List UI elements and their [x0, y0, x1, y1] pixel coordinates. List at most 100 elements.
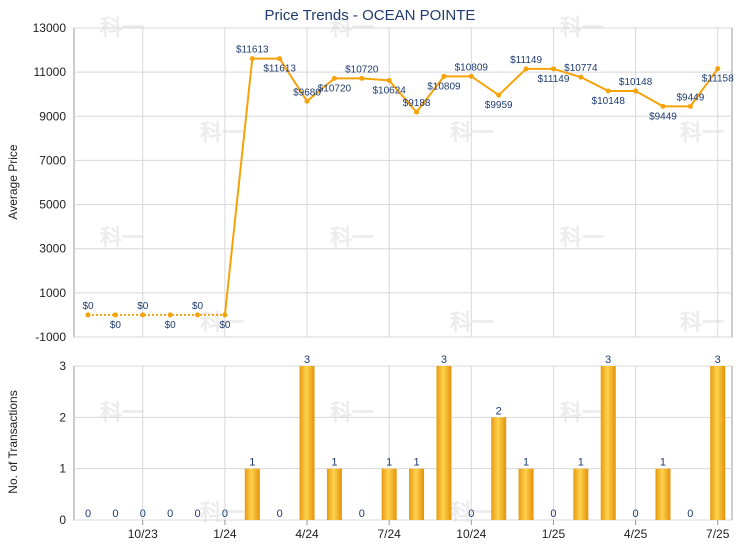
price-point [578, 74, 584, 80]
transaction-bar-label: 0 [687, 508, 693, 520]
watermark-text: 科一 [330, 226, 374, 251]
watermark-text: 科一 [680, 121, 724, 146]
price-data-label: $10720 [318, 83, 352, 94]
price-y-tick-label: 1000 [39, 286, 66, 300]
transaction-bar-label: 1 [660, 457, 666, 469]
transaction-bar [299, 366, 315, 520]
watermark-text: 科一 [560, 401, 604, 426]
price-point [112, 312, 118, 318]
transaction-bar-label: 0 [468, 508, 474, 520]
transactions-plot-frame [73, 365, 733, 521]
transaction-bar-label: 0 [359, 508, 365, 520]
price-data-label: $11149 [538, 74, 570, 85]
transaction-bar-label: 1 [331, 457, 337, 469]
price-data-label: $10809 [455, 62, 489, 73]
price-point [359, 75, 365, 81]
price-plot-frame [73, 27, 733, 338]
price-data-label: $0 [110, 320, 122, 331]
x-tick-label: 10/23 [128, 527, 158, 541]
transaction-bar [326, 468, 342, 520]
watermark-text: 科一 [560, 226, 604, 251]
watermark-text: 科一 [100, 226, 144, 251]
price-point [715, 66, 721, 72]
price-data-label: $11158 [702, 74, 734, 85]
price-data-label: $0 [219, 320, 231, 331]
watermark-text: 科一 [450, 501, 494, 526]
price-point [550, 66, 556, 72]
transaction-bar-label: 2 [496, 405, 502, 417]
price-data-label: $0 [165, 320, 177, 331]
price-y-tick-label: 9000 [39, 109, 66, 123]
price-data-label: $9449 [676, 92, 704, 103]
price-y-tick-label: -1000 [35, 330, 66, 344]
price-data-label: $11613 [263, 64, 296, 75]
transaction-bar [381, 468, 397, 520]
price-data-label: $9959 [485, 100, 513, 111]
price-point [140, 312, 146, 318]
y-axis-label-transactions: No. of Transactions [6, 390, 20, 493]
chart-title: Price Trends - OCEAN POINTE [265, 7, 476, 24]
x-tick-label: 4/24 [295, 527, 319, 541]
price-y-tick-label: 5000 [39, 198, 66, 212]
transaction-bar-label: 0 [85, 508, 91, 520]
price-y-tick-label: 7000 [39, 153, 66, 167]
price-data-label: $11613 [236, 45, 269, 56]
transaction-bar-label: 0 [222, 508, 228, 520]
price-data-label: $10148 [619, 77, 653, 88]
transaction-bar [409, 468, 425, 520]
price-point [277, 56, 283, 62]
x-tick-label: 7/24 [378, 527, 402, 541]
watermark-text: 科一 [200, 311, 244, 336]
transaction-bar-label: 0 [277, 508, 283, 520]
price-point [687, 103, 693, 109]
transactions-y-tick-label: 1 [59, 462, 66, 476]
price-data-label: $0 [192, 301, 204, 312]
transaction-bar-label: 1 [578, 457, 584, 469]
transaction-bar-label: 0 [633, 508, 639, 520]
price-point [441, 73, 447, 79]
transaction-bar-label: 0 [140, 508, 146, 520]
transaction-bar-label: 3 [304, 354, 310, 366]
transaction-bar [436, 366, 452, 520]
price-point [222, 312, 228, 318]
price-point [605, 88, 611, 94]
watermark-text: 科一 [450, 121, 494, 146]
transaction-bar [491, 417, 507, 520]
price-point [496, 92, 502, 98]
transaction-bar-label: 0 [194, 508, 200, 520]
transaction-bar [518, 468, 534, 520]
transaction-bar [600, 366, 616, 520]
price-data-label: $9449 [649, 111, 677, 122]
price-data-label: $9188 [403, 98, 431, 109]
x-tick-label: 7/25 [706, 527, 730, 541]
transaction-bar-label: 1 [386, 457, 392, 469]
transactions-y-tick-label: 2 [59, 410, 66, 424]
transaction-bar-label: 0 [550, 508, 556, 520]
transaction-bar [244, 468, 260, 520]
price-data-label: $0 [137, 301, 149, 312]
price-data-label: $10148 [592, 96, 626, 107]
watermark-text: 科一 [200, 501, 244, 526]
price-point [633, 88, 639, 94]
price-data-label: $10774 [564, 63, 598, 74]
watermark-text: 科一 [450, 311, 494, 336]
price-data-label: $11149 [510, 55, 542, 66]
transaction-bar-label: 0 [112, 508, 118, 520]
x-tick-label: 1/25 [542, 527, 566, 541]
transaction-bar-label: 3 [715, 354, 721, 366]
x-tick-label: 1/24 [213, 527, 237, 541]
price-point [331, 75, 337, 81]
watermark-text: 科一 [200, 121, 244, 146]
transaction-bar-label: 1 [249, 457, 255, 469]
price-point [85, 312, 91, 318]
price-data-label: $10720 [345, 64, 379, 75]
price-point [414, 109, 420, 115]
transaction-bar [710, 366, 726, 520]
price-y-tick-label: 3000 [39, 242, 66, 256]
transactions-bar-chart: 0 1 2 3 10/23 1/24 4/24 7/24 10/24 1/25 4/25 7/25 0 0… [59, 354, 733, 541]
x-tick-label: 4/25 [624, 527, 648, 541]
transaction-bar [573, 468, 589, 520]
transactions-y-tick-label: 3 [59, 359, 66, 373]
price-line-chart: -1000 1000 3000 5000 7000 9000 11000 13000 $0 $0 $… [33, 21, 734, 344]
